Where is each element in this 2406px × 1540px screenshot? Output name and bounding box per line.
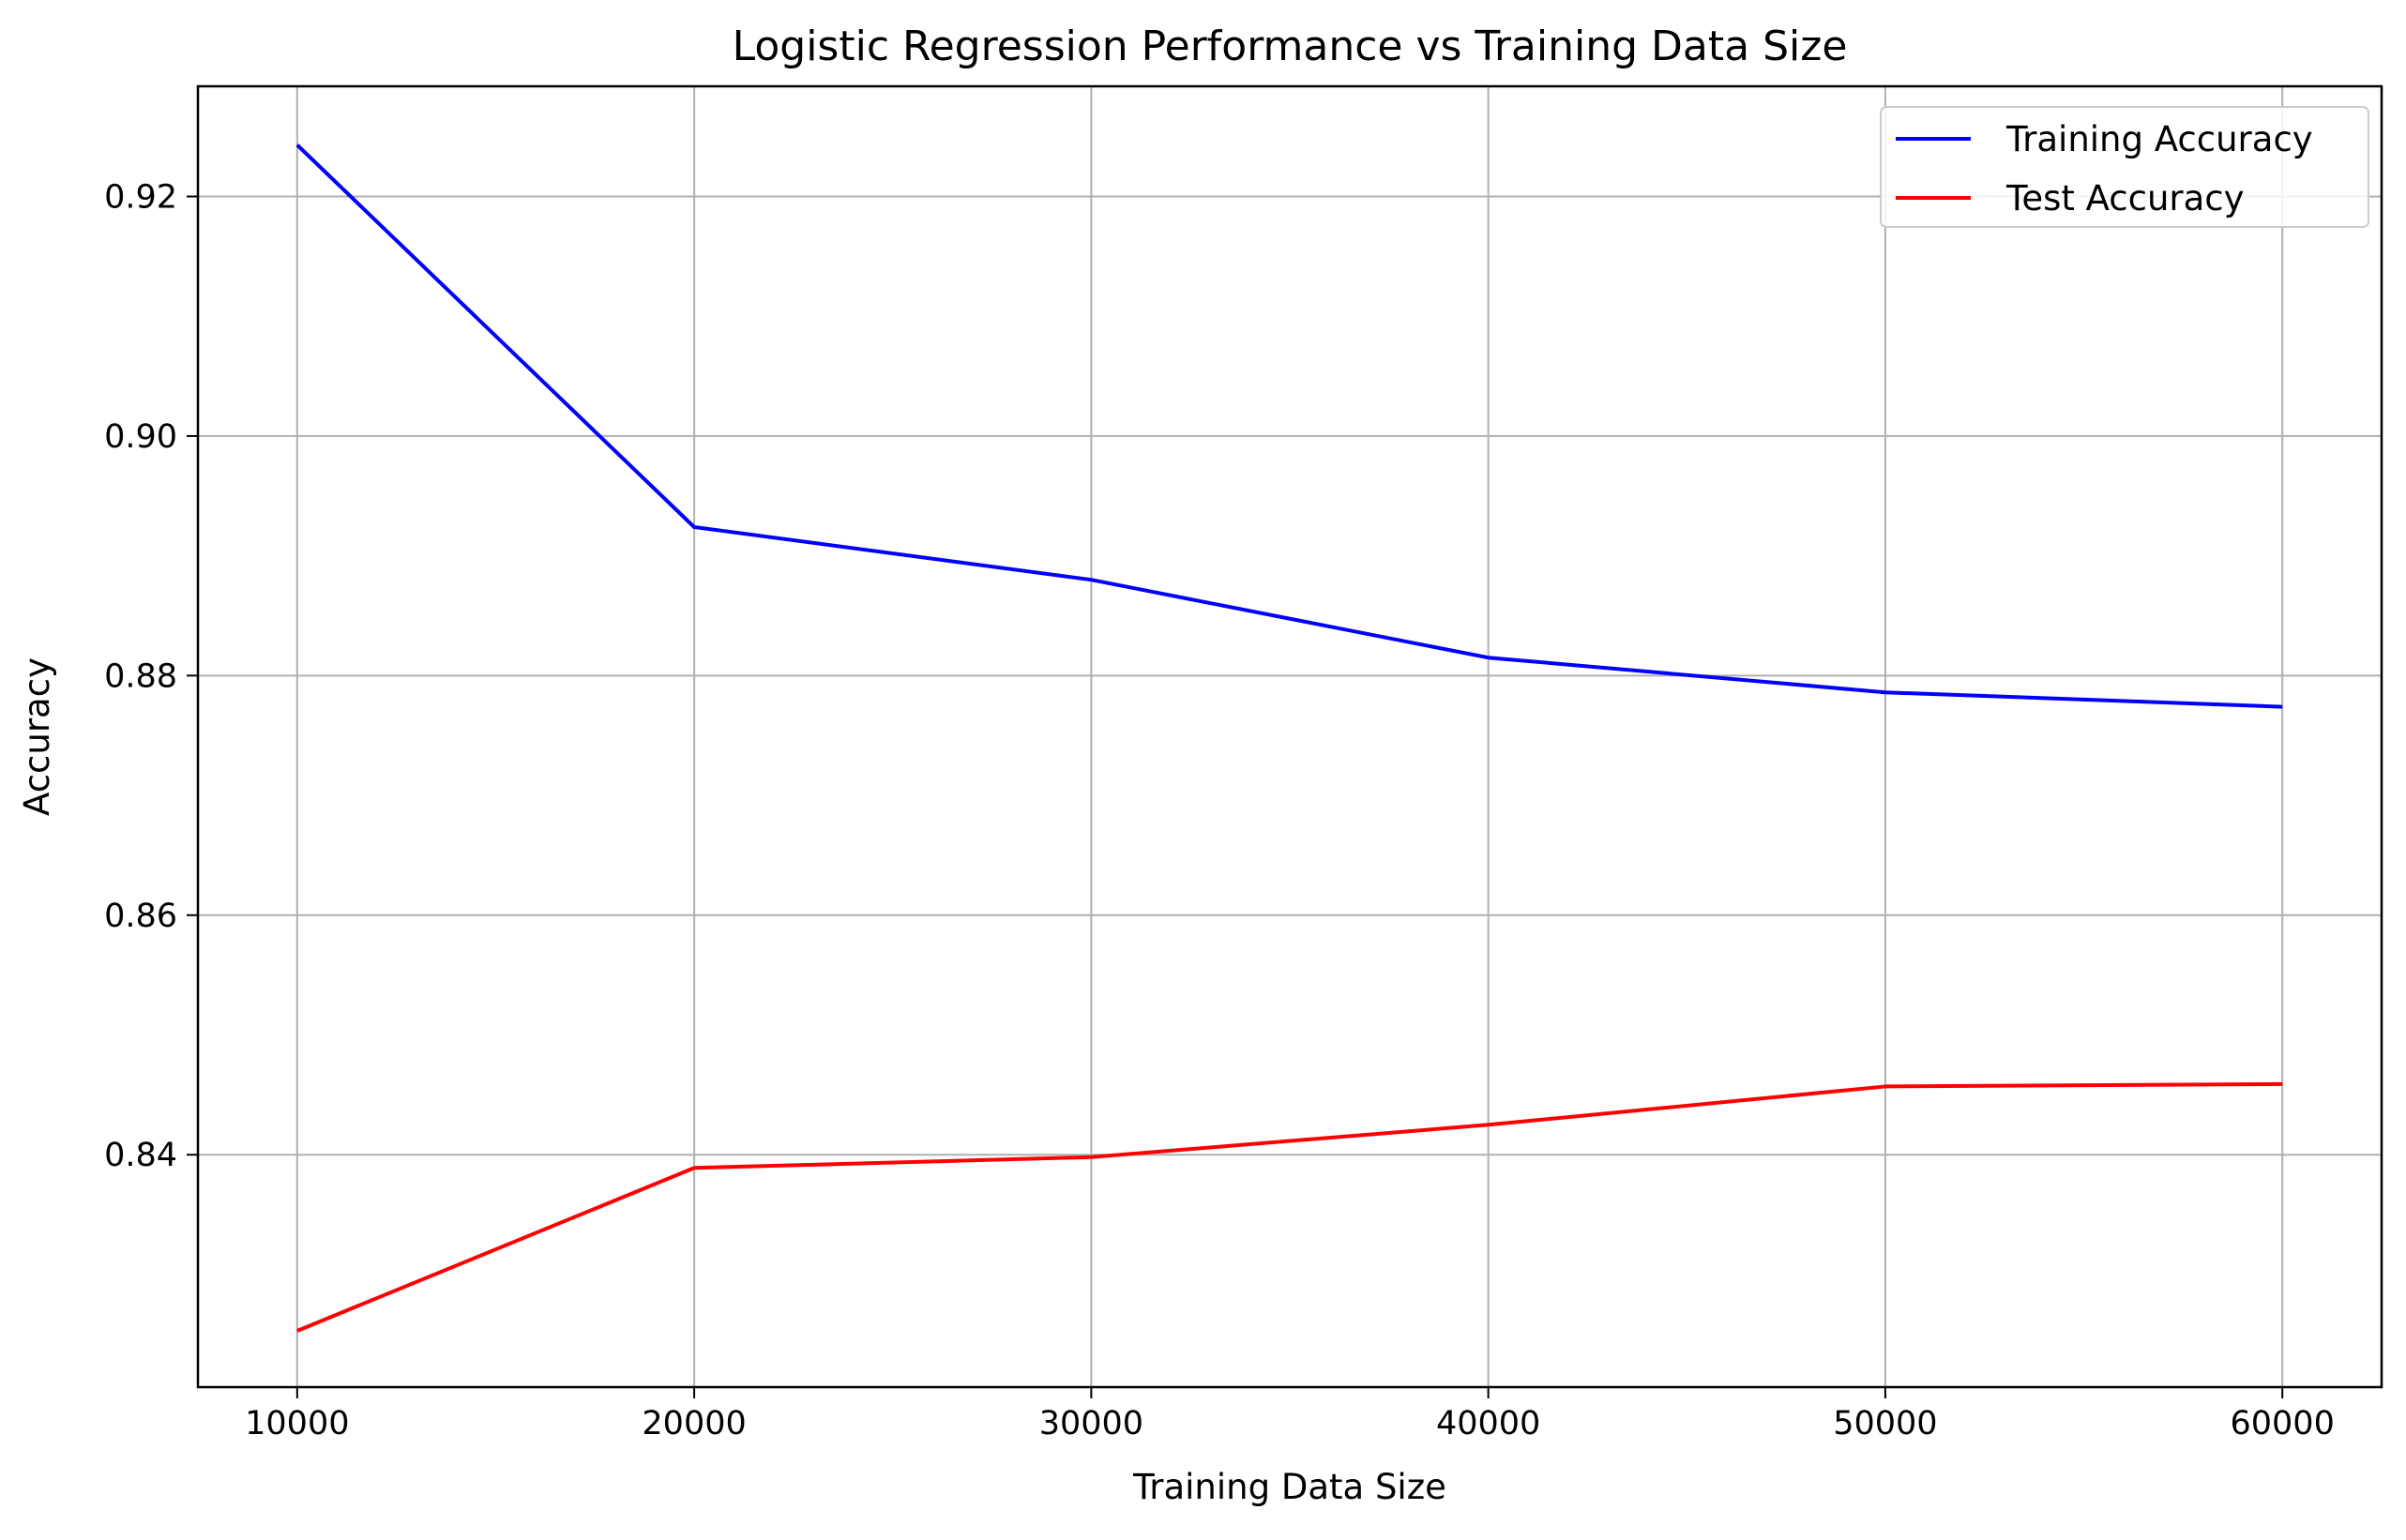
- x-axis-label: Training Data Size: [1132, 1467, 1446, 1507]
- x-tick-label: 10000: [245, 1405, 349, 1442]
- legend-label: Training Accuracy: [2005, 119, 2313, 159]
- legend: Training Accuracy Test Accuracy: [1881, 107, 2368, 227]
- y-tick-label: 0.84: [104, 1137, 177, 1174]
- y-tick-label: 0.90: [104, 418, 177, 456]
- x-tick-label: 20000: [642, 1405, 746, 1442]
- legend-label: Test Accuracy: [2005, 178, 2245, 219]
- x-tick-label: 30000: [1039, 1405, 1143, 1442]
- x-tick-label: 50000: [1833, 1405, 1937, 1442]
- chart-title: Logistic Regression Performance vs Train…: [733, 23, 1848, 70]
- x-tick-label: 40000: [1436, 1405, 1540, 1442]
- y-tick-label: 0.92: [104, 178, 177, 216]
- y-axis-label: Accuracy: [17, 657, 57, 816]
- y-tick-label: 0.86: [104, 898, 177, 935]
- x-tick-label: 60000: [2231, 1405, 2335, 1442]
- y-tick-label: 0.88: [104, 657, 177, 695]
